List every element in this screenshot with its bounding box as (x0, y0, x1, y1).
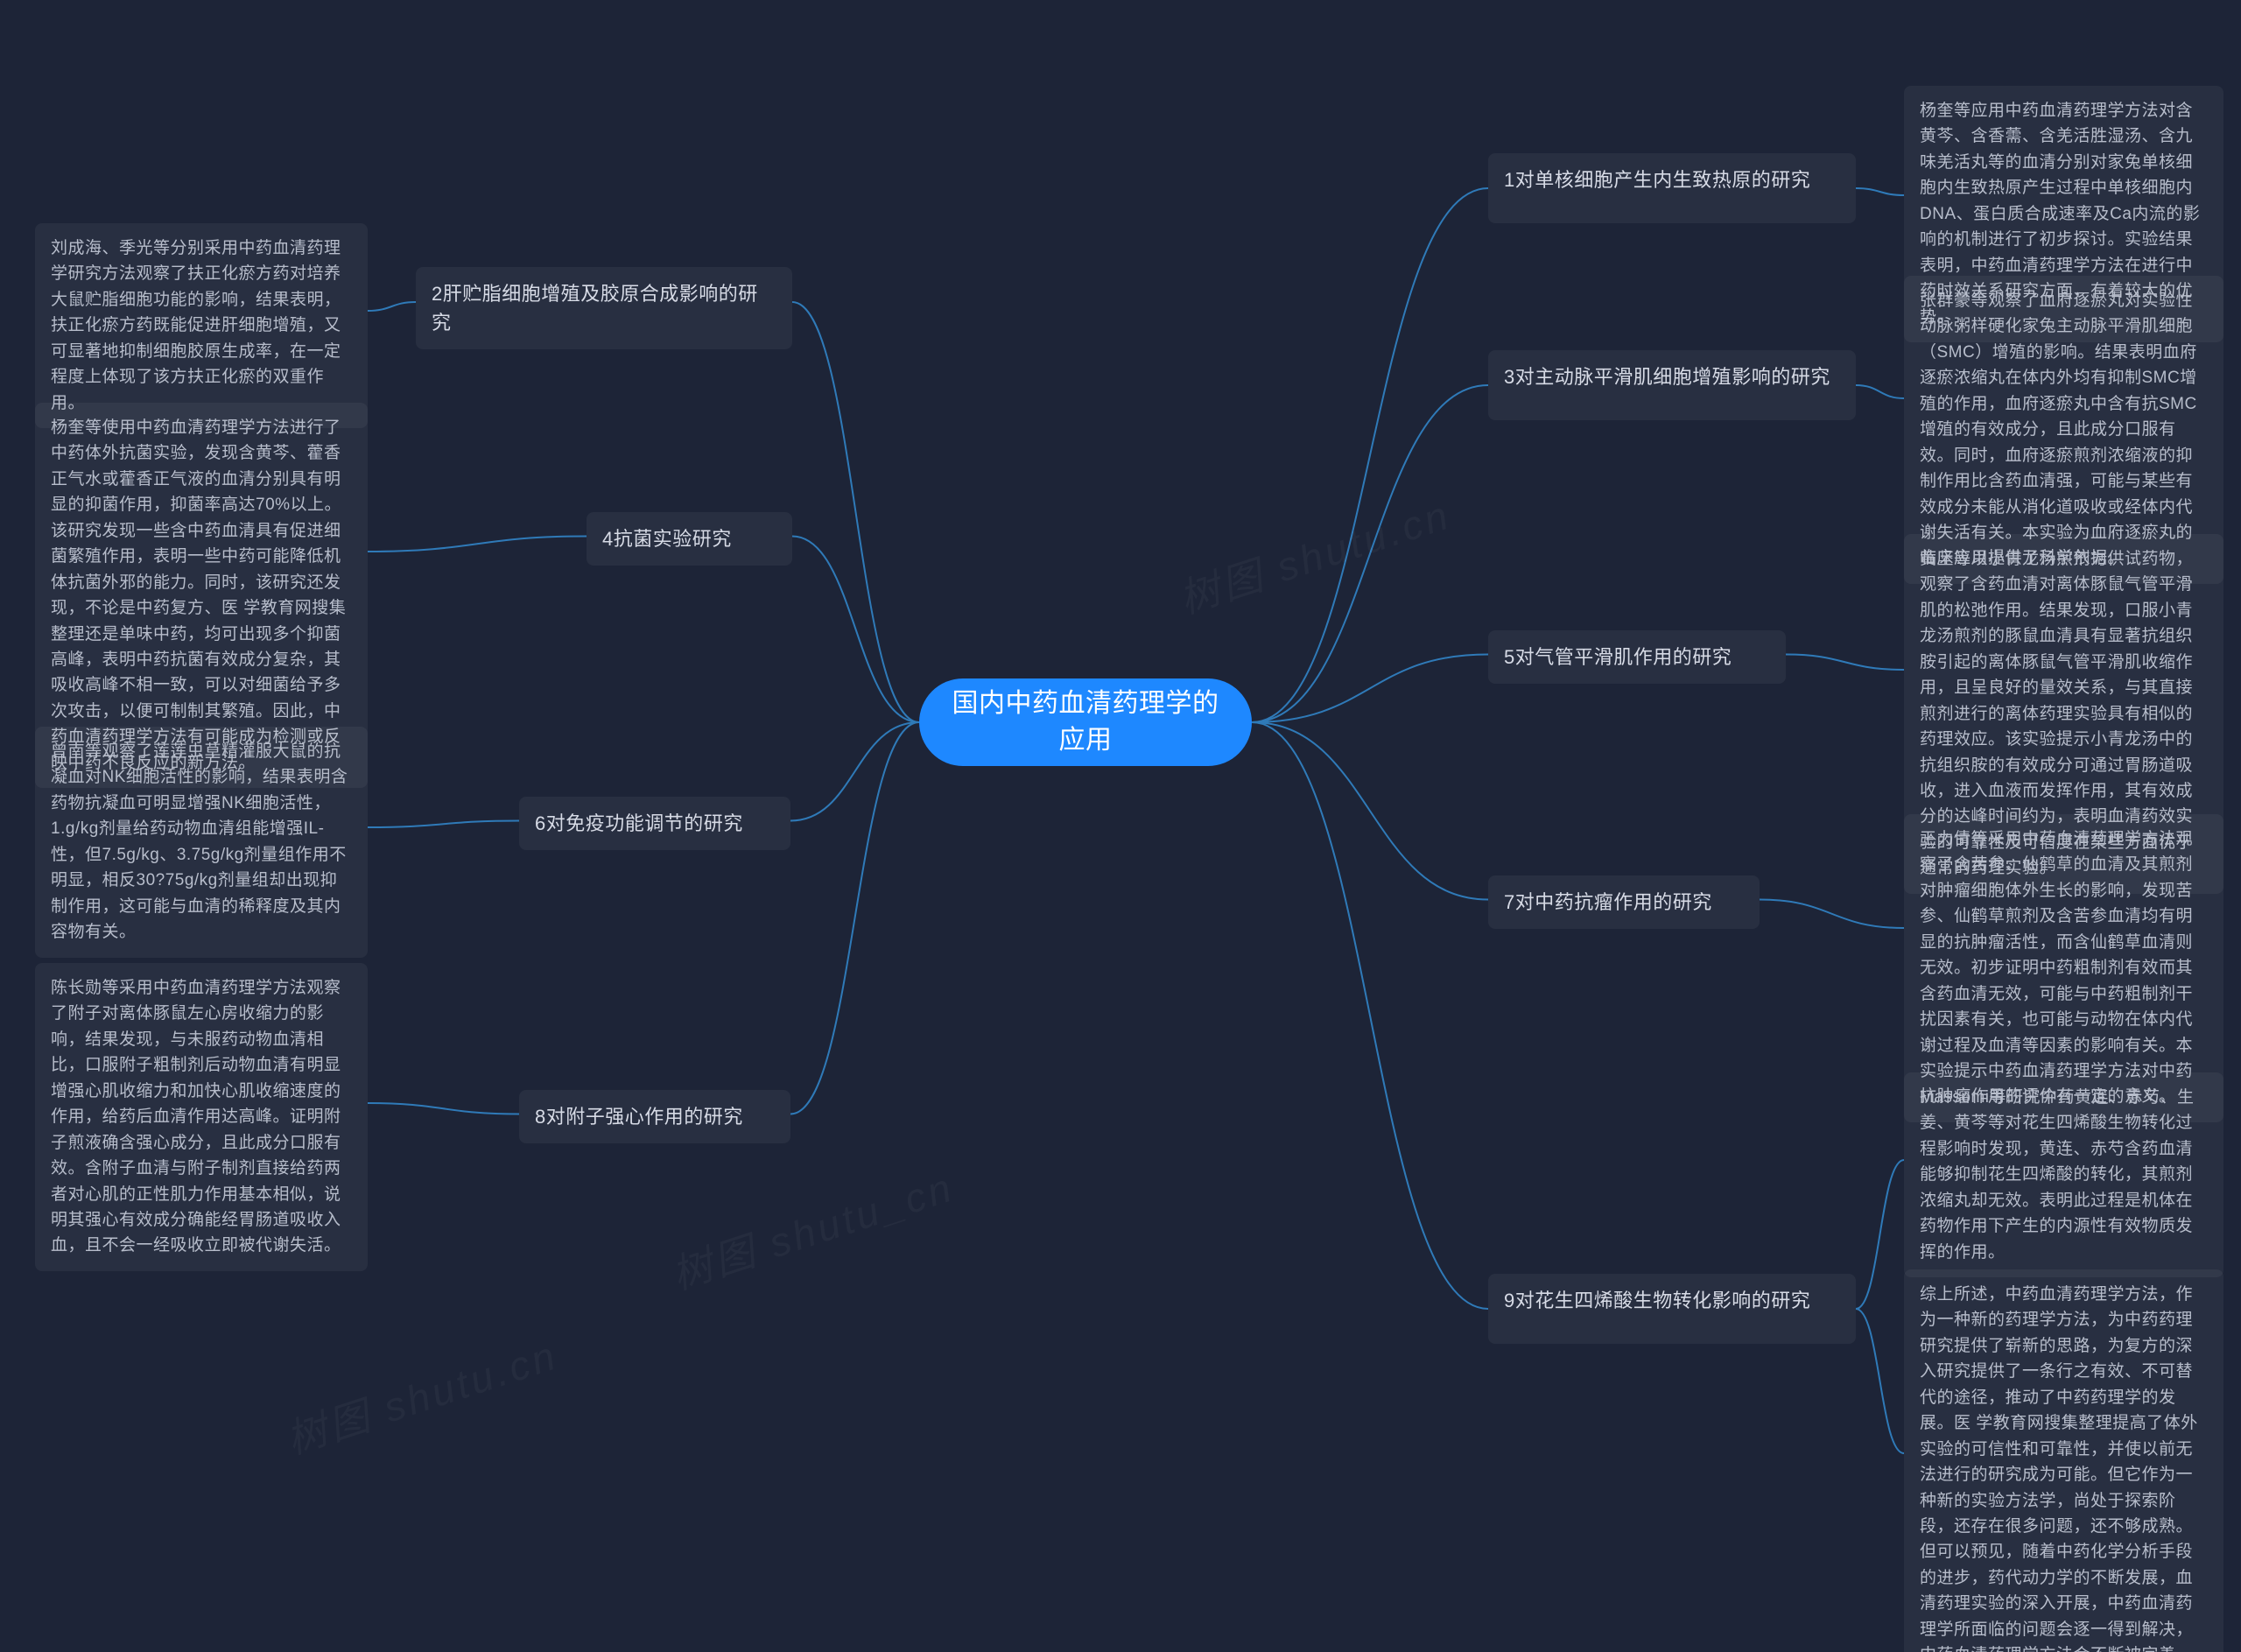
branch-node-3[interactable]: 3对主动脉平滑肌细胞增殖影响的研究 (1488, 350, 1856, 420)
branch-node-8[interactable]: 8对附子强心作用的研究 (519, 1090, 790, 1143)
watermark: 树图 shutu.cn (278, 1324, 565, 1466)
leaf-node-9-1: Massomi等研究中药黄连、赤芍、生姜、黄芩等对花生四烯酸生物转化过程影响时发… (1904, 1072, 2223, 1277)
leaf-node-8-1: 陈长勋等采用中药血清药理学方法观察了附子对离体豚鼠左心房收缩力的影响，结果发现，… (35, 963, 368, 1271)
branch-node-6[interactable]: 6对免疫功能调节的研究 (519, 797, 790, 850)
leaf-node-9-2: 综上所述，中药血清药理学方法，作为一种新的药理学方法，为中药药理研究提供了崭新的… (1904, 1269, 2223, 1652)
branch-node-7[interactable]: 7对中药抗瘤作用的研究 (1488, 875, 1760, 929)
watermark: 树图 shutu_cn (664, 1156, 960, 1301)
center-node[interactable]: 国内中药血清药理学的应用 (919, 678, 1252, 766)
branch-node-2[interactable]: 2肝贮脂细胞增殖及胶原合成影响的研究 (416, 267, 792, 349)
leaf-node-6-1: 曾南等观察了莲莲虫草精灌服大鼠的抗凝血对NK细胞活性的影响，结果表明含药物抗凝血… (35, 727, 368, 958)
watermark: 树图 shutu.cn (1171, 483, 1458, 625)
branch-node-4[interactable]: 4抗菌实验研究 (587, 512, 792, 566)
leaf-node-2-1: 刘成海、季光等分别采用中药血清药理学研究方法观察了扶正化瘀方药对培养大鼠贮脂细胞… (35, 223, 368, 428)
branch-node-1[interactable]: 1对单核细胞产生内生致热原的研究 (1488, 153, 1856, 223)
branch-node-5[interactable]: 5对气管平滑肌作用的研究 (1488, 630, 1786, 684)
branch-node-9[interactable]: 9对花生四烯酸生物转化影响的研究 (1488, 1274, 1856, 1344)
